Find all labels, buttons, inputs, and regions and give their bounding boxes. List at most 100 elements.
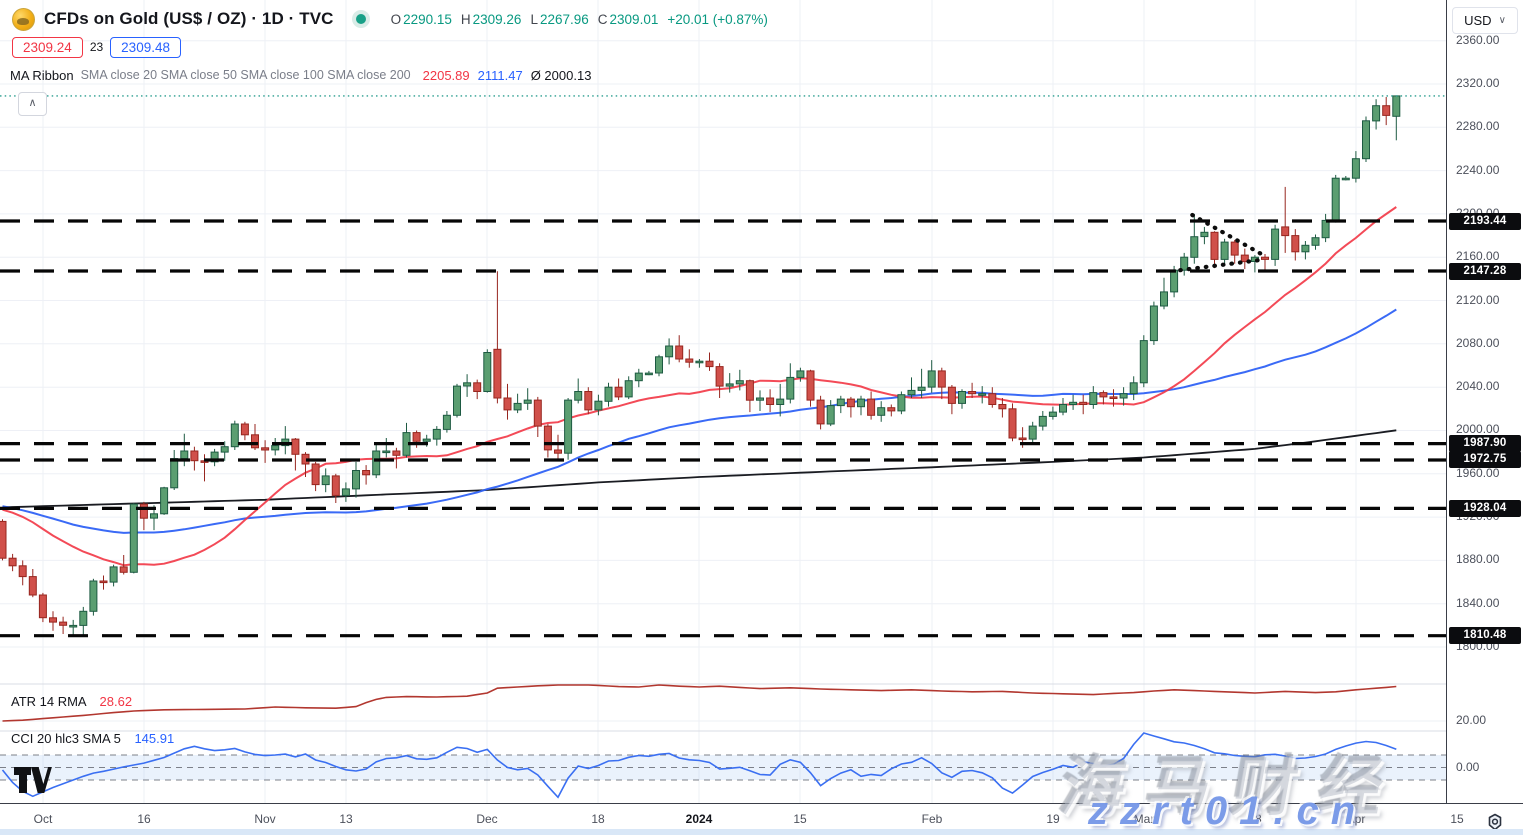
market-status-dot-icon[interactable] [355, 14, 366, 24]
dotted-annotation [1190, 212, 1268, 259]
time-tick-label: Dec [476, 812, 498, 826]
candle-body [927, 370, 936, 388]
bid-ask-row: 2309.24 23 2309.48 [12, 35, 181, 59]
price-level-badge[interactable]: 1810.48 [1449, 627, 1521, 645]
price-level-badge[interactable]: 2193.44 [1449, 212, 1521, 230]
dotted-annotation [1178, 257, 1268, 273]
candle-body [745, 380, 754, 401]
price-level-badge[interactable]: 1928.04 [1449, 499, 1521, 517]
price-axis[interactable]: USD ∨ 2360.002320.002280.002240.002200.0… [1446, 0, 1523, 803]
price-tick-label: 2000.00 [1456, 422, 1500, 437]
candle-body [1261, 256, 1269, 260]
candle-body [0, 520, 7, 559]
candle-body [1069, 401, 1078, 405]
candle-body [1149, 305, 1158, 342]
candle-body [1230, 241, 1239, 256]
tradingview-logo-icon[interactable] [14, 764, 56, 801]
time-tick-label: 2024 [685, 812, 713, 826]
candle-body [756, 397, 764, 401]
atr-legend[interactable]: ATR 14 RMA 28.62 [11, 694, 132, 709]
cci-line [1, 732, 1397, 799]
price-tick-label: 2160.00 [1456, 249, 1500, 264]
candle-body [1028, 425, 1037, 440]
time-tick-label: 19 [1046, 812, 1060, 826]
candle-body [1311, 237, 1320, 246]
candle-body [1220, 241, 1229, 260]
candle-body [442, 414, 451, 430]
candle-body [675, 345, 684, 360]
sma-average-value: Ø 2000.13 [530, 67, 592, 83]
candle-body [59, 621, 68, 626]
candle-body [473, 382, 482, 392]
candle-body [240, 423, 249, 436]
price-tick-label: 2360.00 [1456, 32, 1500, 47]
ohlc-label: C [597, 11, 608, 27]
candle-body [796, 370, 805, 378]
atr-tick-label: 20.00 [1456, 713, 1487, 727]
candle-body [1362, 120, 1370, 160]
price-level-badge[interactable]: 2147.28 [1449, 262, 1521, 280]
time-tick-label: 16 [137, 812, 151, 826]
candle-body [49, 617, 57, 623]
candle-body [1331, 177, 1340, 221]
candle-body [1281, 226, 1290, 237]
candle-body [786, 376, 795, 400]
candle-body [150, 513, 158, 519]
symbol-title[interactable]: CFDs on Gold (US$ / OZ) · 1D · TVC [44, 9, 334, 28]
candle-body [634, 372, 643, 382]
price-level-badge[interactable]: 1987.90 [1449, 435, 1521, 453]
sma20-value: 2205.89 [422, 67, 470, 83]
candle-body [1018, 437, 1027, 441]
ask-price-button[interactable]: 2309.48 [110, 36, 181, 58]
candle-body [1180, 256, 1189, 271]
candle-body [38, 594, 47, 619]
gold-coin-icon [12, 7, 35, 31]
candle-body [695, 360, 704, 364]
candle-body [251, 434, 259, 449]
candle-body [1240, 254, 1249, 263]
atr-label: ATR 14 RMA [11, 694, 86, 709]
price-chart-canvas[interactable] [0, 0, 1446, 803]
candle-body [28, 576, 37, 596]
candle-body [1038, 415, 1047, 427]
candle-body [735, 380, 744, 385]
candle-body [584, 391, 593, 411]
candle-body [463, 382, 472, 387]
price-level-badge[interactable]: 1972.75 [1449, 451, 1521, 469]
candle-body [230, 423, 239, 448]
cci-band [0, 755, 1446, 780]
bid-price-button[interactable]: 2309.24 [12, 36, 83, 58]
candle-body [69, 624, 78, 628]
candle-body [1341, 177, 1350, 181]
currency-dropdown[interactable]: USD ∨ [1452, 7, 1518, 34]
candle-body [1190, 236, 1199, 258]
sma50-value: 2111.47 [477, 67, 523, 83]
candle-body [89, 580, 98, 612]
candle-body [624, 380, 633, 398]
ohlc-label: O [390, 11, 402, 27]
candle-body [1079, 401, 1088, 405]
candle-body [412, 432, 421, 442]
candle-body [493, 348, 502, 399]
candle-body [99, 580, 108, 584]
ohlc-label: L [530, 11, 538, 27]
candle-body [220, 446, 229, 453]
cci-legend[interactable]: CCI 20 hlc3 SMA 5 145.91 [11, 731, 174, 746]
candle-body [978, 393, 987, 396]
price-tick-label: 2240.00 [1456, 162, 1500, 177]
ma-ribbon-legend[interactable]: MA Ribbon SMA close 20 SMA close 50 SMA … [10, 66, 591, 84]
cci-label: CCI 20 hlc3 SMA 5 [11, 731, 121, 746]
candle-body [392, 450, 401, 456]
ohlc-label: H [460, 11, 471, 27]
time-tick-label: 15 [1450, 812, 1464, 826]
ma-ribbon-title: MA Ribbon [10, 67, 74, 83]
candle-body [857, 398, 865, 408]
candle-body [907, 389, 916, 396]
candle-body [523, 399, 532, 404]
candle-body [210, 451, 219, 463]
candle-body [1372, 105, 1381, 122]
legend-collapse-button[interactable]: ∧ [18, 92, 47, 116]
candle-body [1129, 382, 1138, 395]
candle-body [725, 383, 734, 387]
candle-body [483, 352, 492, 392]
